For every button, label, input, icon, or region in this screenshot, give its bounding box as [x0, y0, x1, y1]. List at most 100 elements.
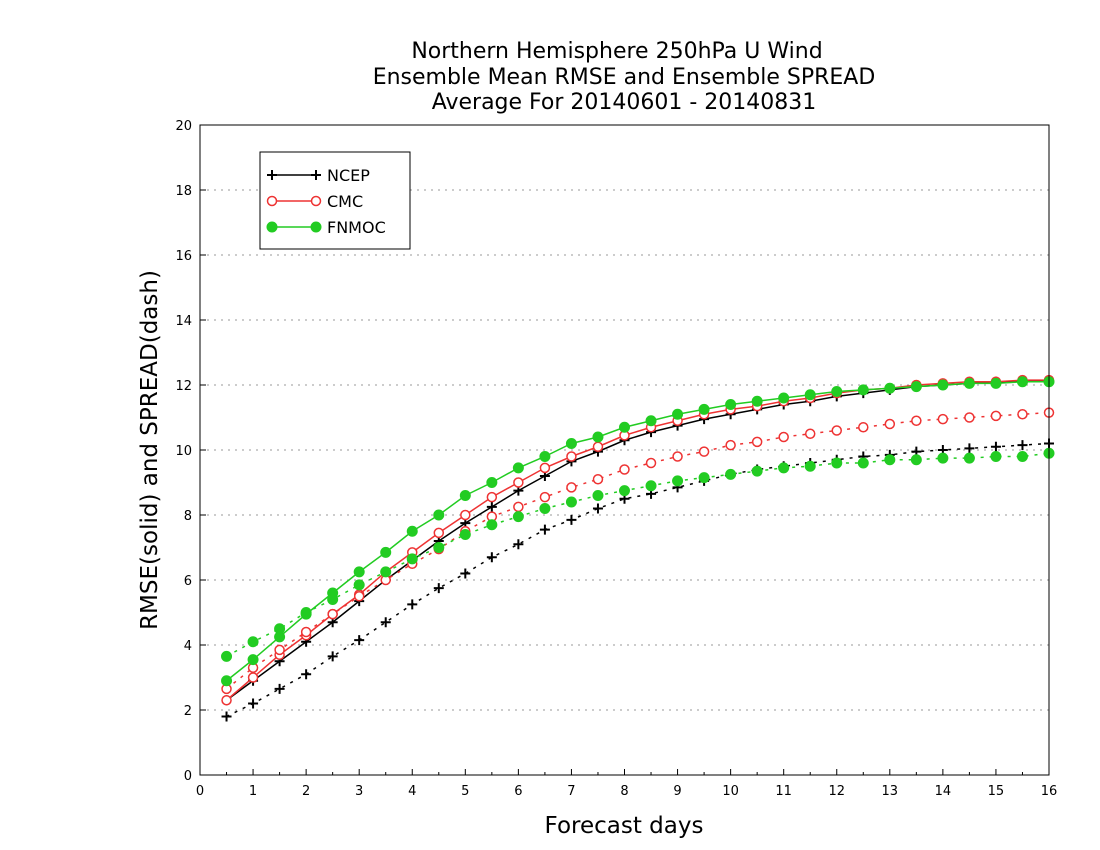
series-fnmoc-rmse: [221, 376, 1055, 687]
series-point-fnmoc-rmse: [857, 384, 869, 396]
series-point-ncep-spread: [407, 599, 418, 610]
series-point-fnmoc-rmse: [884, 382, 896, 394]
series-point-fnmoc-spread: [645, 480, 657, 492]
x-tick-label-16: 16: [1041, 784, 1058, 799]
series-point-ncep-spread: [248, 698, 259, 709]
series-point-ncep-spread: [990, 441, 1001, 452]
y-axis-label: RMSE(solid) and SPREAD(dash): [137, 270, 163, 630]
series-point-fnmoc-spread: [327, 594, 339, 605]
series-point-ncep-spread: [592, 503, 603, 514]
series-point-cmc-spread: [274, 644, 285, 656]
series-point-ncep-spread: [354, 635, 365, 646]
x-tick-label-13: 13: [882, 784, 899, 799]
series-point-fnmoc-rmse: [406, 525, 418, 537]
series-point-ncep-spread: [460, 568, 471, 579]
series-point-cmc-spread: [884, 418, 896, 430]
series-point-fnmoc-rmse: [937, 379, 949, 391]
y-tick-label-12: 12: [175, 379, 192, 394]
x-tick-label-4: 4: [408, 784, 416, 799]
chart-title: Northern Hemisphere 250hPa U Wind Ensemb…: [373, 39, 876, 115]
series-point-ncep-spread: [380, 617, 391, 628]
x-tick-label-14: 14: [935, 784, 952, 799]
legend-marker-start: [267, 170, 277, 180]
x-tick-label-7: 7: [567, 784, 575, 799]
series-point-cmc-spread: [751, 436, 763, 448]
series-point-fnmoc-rmse: [645, 415, 657, 427]
series-point-fnmoc-spread: [539, 503, 551, 514]
series-point-fnmoc-rmse: [565, 438, 577, 449]
series-point-fnmoc-rmse: [247, 654, 259, 666]
series-point-cmc-spread: [698, 446, 710, 457]
legend-item-fnmoc: FNMOC: [266, 218, 386, 237]
series-point-cmc-spread: [645, 457, 657, 469]
legend-marker-start: [266, 195, 278, 207]
x-tick-label-11: 11: [775, 784, 792, 799]
x-axis-label: Forecast days: [545, 813, 704, 839]
series-point-fnmoc-spread: [831, 457, 843, 469]
series-point-cmc-rmse: [513, 477, 524, 488]
series-point-ncep-spread: [539, 524, 550, 535]
series-point-fnmoc-rmse: [353, 566, 365, 578]
legend-marker-start: [266, 221, 278, 233]
series-point-cmc-spread: [1017, 409, 1028, 420]
series-point-fnmoc-spread: [990, 451, 1002, 462]
series-point-ncep-spread: [1017, 440, 1028, 451]
series-point-fnmoc-rmse: [539, 451, 551, 462]
series-point-ncep-spread: [274, 683, 285, 694]
series-point-fnmoc-rmse: [751, 395, 763, 407]
series-point-fnmoc-spread: [698, 472, 710, 484]
series-point-cmc-rmse: [539, 462, 551, 474]
series-point-fnmoc-spread: [433, 542, 445, 553]
series-point-cmc-spread: [831, 425, 842, 436]
series-point-cmc-rmse: [433, 527, 445, 539]
series-point-cmc-rmse: [247, 672, 259, 683]
series-point-cmc-spread: [327, 608, 338, 620]
y-tick-label-8: 8: [184, 509, 192, 524]
series-point-fnmoc-spread: [353, 579, 365, 591]
series-point-ncep-spread: [513, 539, 524, 550]
legend-item-cmc: CMC: [266, 192, 363, 211]
x-tick-label-5: 5: [461, 784, 469, 799]
series-point-fnmoc-spread: [778, 462, 790, 474]
y-tick-label-14: 14: [175, 314, 192, 329]
series-point-ncep-spread: [301, 669, 312, 680]
series-point-fnmoc-spread: [247, 636, 259, 648]
series-point-cmc-rmse: [566, 451, 577, 462]
series-fnmoc-spread: [221, 447, 1055, 662]
series-point-fnmoc-rmse: [433, 509, 445, 521]
x-tick-label-12: 12: [828, 784, 845, 799]
series-point-fnmoc-spread: [910, 454, 922, 466]
series-point-fnmoc-rmse: [221, 675, 233, 687]
series-point-fnmoc-spread: [963, 452, 975, 464]
series-point-ncep-spread: [486, 552, 497, 563]
series-point-cmc-rmse: [460, 509, 471, 521]
y-tick-label-20: 20: [175, 119, 192, 134]
series-point-fnmoc-rmse: [592, 431, 604, 443]
series-point-fnmoc-spread: [221, 650, 233, 662]
series-point-fnmoc-spread: [486, 519, 498, 531]
series-point-fnmoc-spread: [751, 465, 763, 477]
series-point-cmc-spread: [858, 422, 869, 433]
series-point-fnmoc-rmse: [778, 392, 790, 404]
series-point-fnmoc-spread: [937, 452, 949, 464]
series-point-fnmoc-spread: [1016, 451, 1028, 462]
series-point-fnmoc-rmse: [963, 377, 975, 389]
series-point-cmc-spread: [300, 626, 312, 638]
legend-label: NCEP: [327, 166, 370, 185]
series-point-cmc-spread: [804, 428, 816, 439]
series-point-cmc-rmse: [486, 491, 498, 503]
x-tick-label-6: 6: [514, 784, 522, 799]
y-tick-label-10: 10: [175, 444, 192, 459]
series-point-ncep-spread: [566, 514, 577, 525]
series-point-cmc-spread: [672, 451, 683, 462]
series-point-fnmoc-spread: [592, 490, 604, 501]
series-point-fnmoc-rmse: [831, 386, 843, 397]
series-point-cmc-spread: [592, 474, 604, 485]
legend-label: FNMOC: [327, 218, 386, 237]
series-point-fnmoc-spread: [672, 475, 684, 487]
legend-label: CMC: [327, 192, 363, 211]
y-tick-label-4: 4: [184, 639, 192, 654]
